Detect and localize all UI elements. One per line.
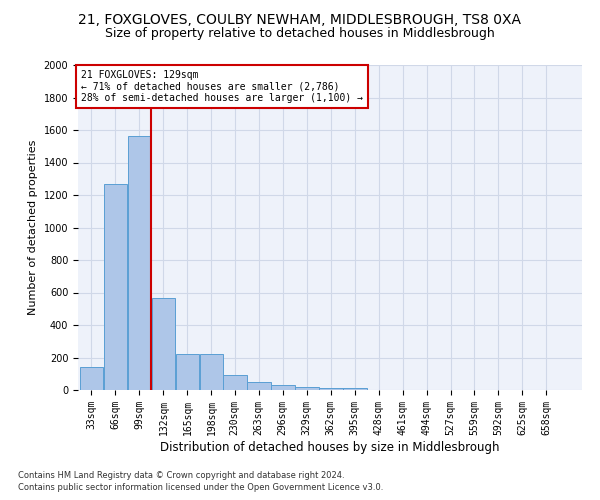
Bar: [223, 374, 247, 390]
Text: 21 FOXGLOVES: 129sqm
← 71% of detached houses are smaller (2,786)
28% of semi-de: 21 FOXGLOVES: 129sqm ← 71% of detached h…: [81, 70, 363, 103]
Bar: [343, 388, 367, 390]
Text: Contains HM Land Registry data © Crown copyright and database right 2024.: Contains HM Land Registry data © Crown c…: [18, 471, 344, 480]
Bar: [80, 367, 103, 390]
Bar: [319, 388, 343, 390]
Text: Size of property relative to detached houses in Middlesbrough: Size of property relative to detached ho…: [105, 28, 495, 40]
Bar: [152, 298, 175, 390]
X-axis label: Distribution of detached houses by size in Middlesbrough: Distribution of detached houses by size …: [160, 440, 500, 454]
Bar: [271, 385, 295, 390]
Bar: [295, 387, 319, 390]
Y-axis label: Number of detached properties: Number of detached properties: [28, 140, 38, 315]
Bar: [247, 382, 271, 390]
Text: 21, FOXGLOVES, COULBY NEWHAM, MIDDLESBROUGH, TS8 0XA: 21, FOXGLOVES, COULBY NEWHAM, MIDDLESBRO…: [79, 12, 521, 26]
Text: Contains public sector information licensed under the Open Government Licence v3: Contains public sector information licen…: [18, 484, 383, 492]
Bar: [128, 136, 151, 390]
Bar: [176, 354, 199, 390]
Bar: [200, 354, 223, 390]
Bar: [104, 184, 127, 390]
